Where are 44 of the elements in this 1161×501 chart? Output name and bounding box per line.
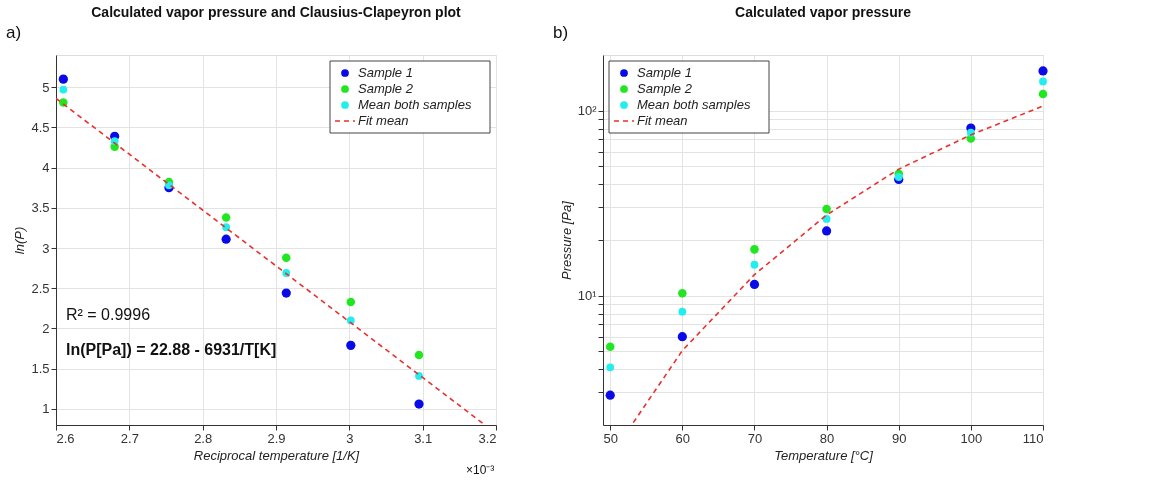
x-tick-label: 2.6 [56, 430, 75, 446]
chart-title: Calculated vapor pressure and Clausius-Clapeyron plot [91, 4, 462, 20]
x-axis-title: Temperature [°C] [774, 447, 874, 463]
x-tick-label: 3 [346, 430, 354, 446]
legend-label: Sample 1 [637, 65, 692, 80]
legend-label: Mean both samples [637, 97, 751, 112]
text: a) [6, 23, 22, 42]
y-tick-label: 4 [42, 160, 50, 176]
y-tick-label: 5 [42, 79, 50, 95]
x-tick-label: 70 [747, 430, 763, 446]
y-tick-label: 3 [42, 240, 50, 256]
legend-label: Mean both samples [358, 97, 472, 112]
x-tick-label: 2.7 [120, 430, 139, 446]
y-axis-title: ln(P) [12, 226, 28, 255]
y-tick-label: 10² [577, 103, 598, 119]
y-tick-label: 1.5 [31, 361, 50, 377]
text: ×10⁻³ [466, 463, 495, 477]
annotation: ln(P[Pa]) = 22.88 - 6931/T[K] [66, 341, 277, 358]
chart-title: Calculated vapor pressure [735, 4, 912, 20]
x-tick-label: 3.2 [478, 430, 497, 446]
x-tick-label: 50 [603, 430, 618, 446]
legend-label: Sample 1 [358, 65, 413, 80]
y-tick-label: 10¹ [577, 288, 598, 304]
x-tick-label: 2.8 [194, 430, 213, 446]
text: b) [553, 23, 569, 42]
x-tick-label: 110 [1022, 430, 1044, 446]
x-tick-label: 60 [675, 430, 691, 446]
x-tick-label: 90 [892, 430, 907, 446]
x-tick-label: 100 [960, 430, 983, 446]
y-tick-label: 2 [42, 320, 50, 336]
x-tick-label: 3.1 [414, 430, 433, 446]
x-tick-label: 2.9 [267, 430, 286, 446]
y-tick-label: 4.5 [31, 119, 50, 135]
y-tick-label: 1 [42, 401, 50, 417]
legend-label: Sample 2 [637, 81, 693, 96]
x-axis-title: Reciprocal temperature [1/K] [193, 447, 360, 463]
annotation: R² = 0.9996 [66, 306, 151, 323]
y-axis-title: Pressure [Pa] [558, 200, 574, 280]
legend-label: Fit mean [637, 113, 688, 128]
legend-label: Fit mean [358, 113, 409, 128]
legend-label: Sample 2 [358, 81, 414, 96]
y-tick-label: 3.5 [31, 200, 50, 216]
x-tick-label: 80 [819, 430, 835, 446]
y-tick-label: 2.5 [31, 280, 50, 296]
